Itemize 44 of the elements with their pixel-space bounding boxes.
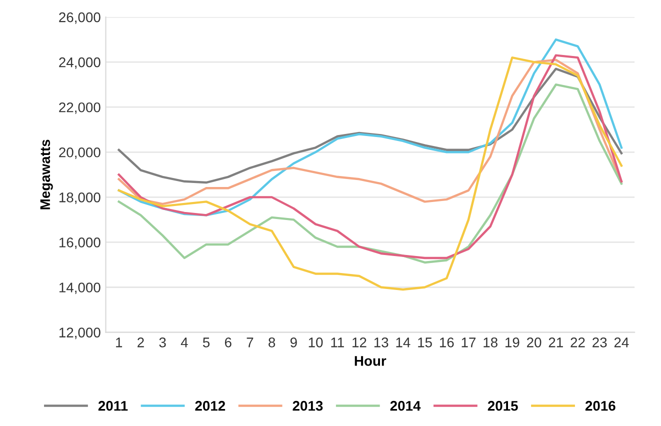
x-tick-label: 24 [614,338,629,348]
legend-label: 2013 [292,400,323,411]
x-tick-label: 2 [138,338,144,348]
x-tick-label: 1 [116,338,122,348]
legend-label: 2011 [98,400,128,411]
x-tick-label: 13 [374,338,388,348]
x-tick-label: 3 [159,338,166,348]
x-tick-label: 15 [418,338,432,348]
x-tick-label: 17 [462,338,476,348]
line-series [118,83,623,264]
legend-label: 2014 [390,400,421,411]
y-tick-label: 14,000 [59,282,100,294]
legend-label: 2012 [195,400,226,411]
x-tick-label: 22 [570,338,585,348]
x-tick-label: 7 [246,338,254,348]
x-axis-title: Hour [354,356,386,366]
y-tick-label: 16,000 [59,238,100,250]
x-tick-label: 10 [308,338,323,348]
x-tick-label: 14 [396,338,410,348]
y-axis-title: Megawatts [40,140,53,210]
line-series [118,38,623,216]
y-tick-label: 24,000 [59,57,100,69]
x-tick-label: 8 [268,338,276,348]
y-tick-label: 20,000 [59,147,100,159]
x-tick-label: 11 [331,338,344,348]
y-tick-label: 18,000 [59,192,100,204]
x-tick-label: 16 [440,338,454,348]
x-tick-label: 20 [527,338,542,348]
x-tick-label: 23 [592,338,607,348]
x-tick-label: 12 [352,338,366,348]
x-tick-label: 9 [290,338,297,348]
x-tick-label: 21 [548,338,563,348]
y-tick-label: 12,000 [59,328,100,340]
line-series [118,68,623,184]
y-tick-label: 22,000 [59,102,100,114]
x-tick-label: 5 [202,338,210,348]
x-tick-label: 19 [506,338,520,348]
x-tick-label: 4 [180,338,188,348]
x-tick-label: 18 [484,338,498,348]
x-tick-label: 6 [224,338,232,348]
y-tick-label: 26,000 [59,12,100,24]
line-series [118,58,623,206]
legend-label: 2016 [585,400,616,411]
legend-label: 2015 [488,400,518,411]
